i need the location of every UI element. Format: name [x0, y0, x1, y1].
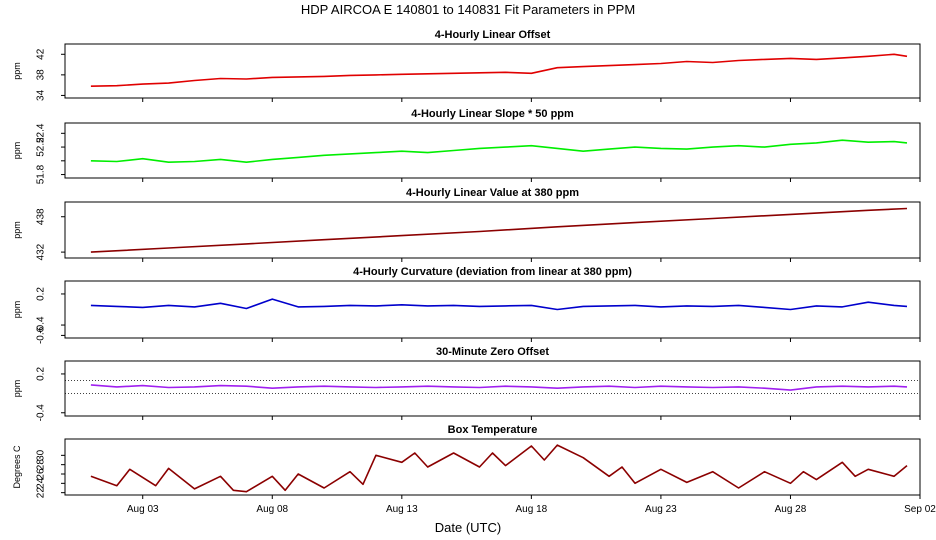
- y-tick-label: 38: [36, 69, 47, 81]
- panel-6-title: Box Temperature: [448, 424, 538, 436]
- panel-1: 4-Hourly Linear Offset 34 38 42 ppm: [12, 29, 921, 101]
- panel-2-title: 4-Hourly Linear Slope * 50 ppm: [411, 108, 574, 120]
- figure-title: HDP AIRCOA E 140801 to 140831 Fit Parame…: [301, 2, 635, 17]
- y-tick-label: -0.6: [36, 326, 47, 344]
- y-tick-label: 42: [36, 48, 47, 60]
- panel-3-title: 4-Hourly Linear Value at 380 ppm: [406, 187, 579, 199]
- panel-5-frame: [64, 360, 921, 417]
- panel-4-frame: [64, 280, 921, 339]
- panel-5-title: 30-Minute Zero Offset: [436, 346, 549, 358]
- y-tick-label: 22: [36, 487, 47, 499]
- panel-4-title: 4-Hourly Curvature (deviation from linea…: [353, 266, 632, 278]
- panel-1-ylabel: ppm: [12, 62, 22, 80]
- y-tick-label: 24: [36, 477, 47, 489]
- panel-5-series: [90, 384, 908, 391]
- x-axis-label: Date (UTC): [435, 520, 501, 535]
- panel-4-ylabel: ppm: [12, 301, 22, 319]
- y-tick-label: 34: [36, 89, 47, 101]
- x-tick-label: Aug 08: [256, 504, 288, 515]
- panel-2-series: [90, 139, 908, 163]
- x-tick-label: Aug 18: [516, 504, 548, 515]
- y-tick-label: 28: [36, 459, 47, 471]
- panel-1-series: [90, 53, 908, 87]
- panel-3-frame: [64, 201, 921, 259]
- panel-6-frame: [64, 438, 921, 496]
- panel-2-frame: [64, 122, 921, 179]
- panel-2-ylabel: ppm: [12, 142, 22, 160]
- panels-group: 4-Hourly Linear Offset343842ppm4-Hourly …: [12, 29, 921, 499]
- panel-6-series: [90, 444, 908, 493]
- y-tick-label: -0.4: [36, 404, 47, 422]
- panel-4: 4-Hourly Curvature (deviation from linea…: [12, 266, 921, 344]
- y-tick-label: 51.8: [36, 164, 47, 184]
- x-tick-label: Aug 28: [775, 504, 807, 515]
- y-tick-label: 0.2: [36, 287, 47, 301]
- panel-5-ylabel: ppm: [12, 380, 22, 398]
- x-tick-label: Sep 02: [904, 504, 936, 515]
- panel-3: 4-Hourly Linear Value at 380 ppm 432 438 pp…: [12, 187, 921, 260]
- y-tick-label: 30: [36, 449, 47, 461]
- panel-1-frame: [64, 43, 921, 99]
- panel-1-title: 4-Hourly Linear Offset: [435, 29, 551, 41]
- panel-4-series: [90, 298, 908, 311]
- panel-6-ylabel: Degrees C: [12, 445, 22, 489]
- x-tick-label: Aug 23: [645, 504, 677, 515]
- panel-3-ylabel: ppm: [12, 221, 22, 239]
- y-tick-label: 26: [36, 468, 47, 480]
- y-tick-label: 438: [36, 208, 47, 225]
- y-tick-label: 52.4: [36, 123, 47, 143]
- x-tick-label: Aug 03: [127, 504, 159, 515]
- y-tick-label: 52.2: [36, 137, 47, 157]
- y-tick-label: -0.4: [36, 316, 47, 334]
- panel-3-series: [90, 207, 908, 253]
- panel-5: 30-Minute Zero Offset -0.4 0.2 ppm: [12, 346, 921, 422]
- y-tick-label: 0.2: [36, 367, 47, 381]
- x-axis: Aug 03 Aug 08 Aug 13 Aug 18 Aug 23 Aug 28 Sep …: [127, 98, 936, 515]
- y-tick-label: 432: [36, 243, 47, 260]
- x-tick-label: Aug 13: [386, 504, 418, 515]
- panel-2: 4-Hourly Linear Slope * 50 ppm 51.8 52.252…: [12, 108, 921, 184]
